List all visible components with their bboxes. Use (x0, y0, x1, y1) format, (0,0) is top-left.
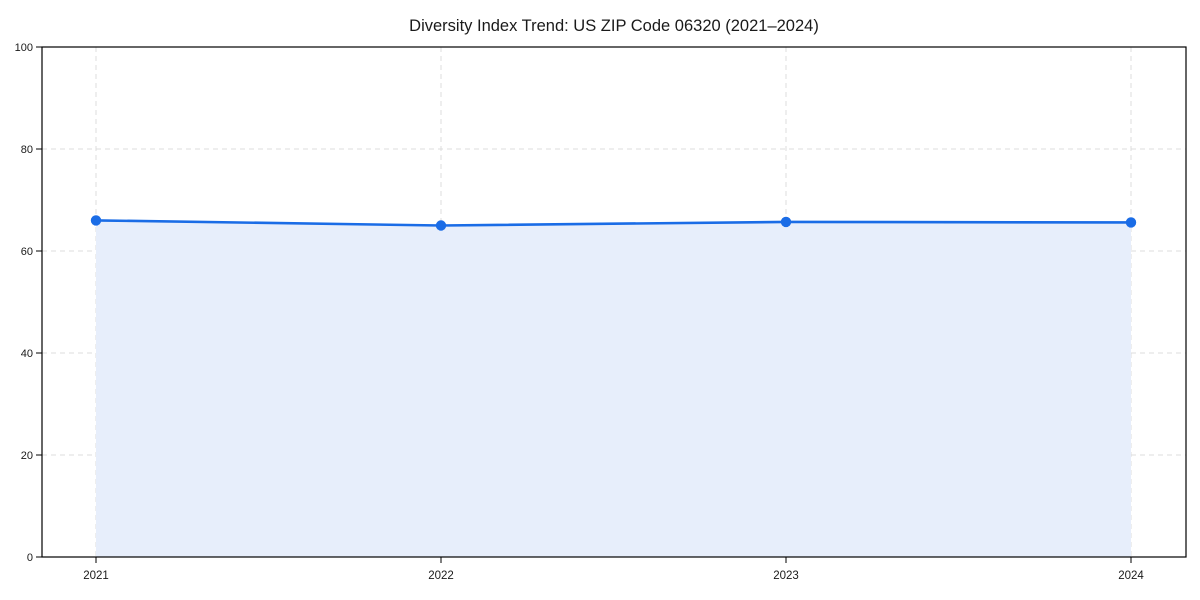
x-tick-label: 2021 (83, 570, 109, 582)
chart-title: Diversity Index Trend: US ZIP Code 06320… (409, 17, 819, 35)
y-tick-label: 60 (21, 246, 33, 258)
data-point-marker (90, 215, 102, 226)
trend-line (94, 219, 1133, 227)
area-fill (96, 220, 1131, 557)
data-point-marker (435, 220, 447, 231)
y-tick-label: 20 (21, 450, 33, 462)
x-tick-label: 2023 (773, 570, 799, 582)
y-tick-label: 0 (27, 552, 33, 564)
data-point-marker (780, 216, 792, 228)
plot-border (41, 46, 1187, 558)
x-tick-label: 2024 (1118, 570, 1144, 582)
x-tick-label: 2022 (428, 570, 454, 582)
y-tick-label: 100 (15, 42, 33, 54)
data-point-marker (1125, 217, 1137, 228)
y-tick-label: 80 (21, 144, 33, 156)
y-tick-label: 40 (21, 348, 33, 360)
